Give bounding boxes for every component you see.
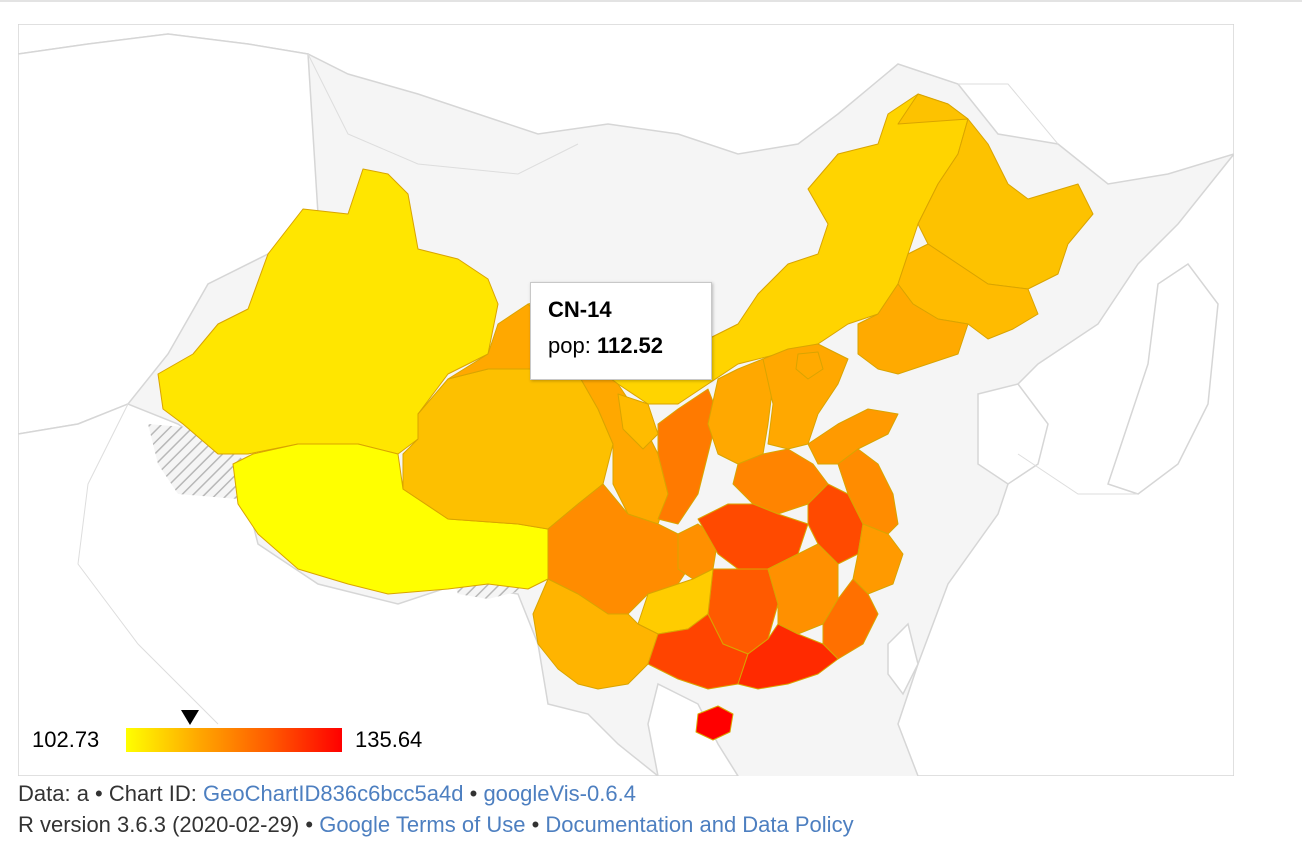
geo-chart[interactable]: [18, 24, 1234, 776]
province-shaanxi: [657, 388, 719, 525]
tooltip-value: 112.52: [596, 333, 664, 358]
province-fujian: [822, 578, 879, 660]
province-guangdong: [737, 623, 839, 690]
province-beijing: [795, 351, 824, 380]
legend-gradient-bar: [126, 728, 342, 752]
province-ningxia: [617, 393, 659, 450]
province-hebei: [762, 343, 849, 450]
province-jiangsu: [837, 448, 899, 535]
legend-min-label: 102.73: [32, 727, 100, 752]
footer-separator: •: [525, 812, 546, 837]
tooltip-label: pop:: [548, 333, 591, 358]
footer-data-prefix: Data: a • Chart ID:: [18, 781, 203, 806]
province-xinjiang: [157, 168, 499, 455]
chart-footer: Data: a • Chart ID: GeoChartID836c6bcc5a…: [18, 778, 854, 840]
china-provinces[interactable]: [157, 93, 1094, 741]
province-shandong: [807, 408, 899, 465]
province-liaoning: [857, 283, 969, 375]
color-legend: 102.73 135.64: [30, 705, 450, 755]
province-heilongjiang: [897, 93, 1094, 290]
chart-id-link[interactable]: GeoChartID836c6bcc5a4d: [203, 781, 464, 806]
map-borders: [77, 53, 1138, 725]
tooltip-title: CN-14: [548, 297, 612, 322]
legend-max-label: 135.64: [355, 727, 423, 752]
province-hubei: [697, 503, 809, 570]
terms-of-use-link[interactable]: Google Terms of Use: [319, 812, 526, 837]
package-version-link[interactable]: googleVis-0.6.4: [483, 781, 636, 806]
china-map[interactable]: [18, 24, 1234, 776]
footer-line-1: Data: a • Chart ID: GeoChartID836c6bcc5a…: [18, 778, 854, 809]
top-divider: [0, 0, 1302, 2]
province-shanxi: [707, 358, 774, 465]
neighbour-countries: [18, 24, 1234, 776]
footer-separator: •: [463, 781, 484, 806]
footer-line-2: R version 3.6.3 (2020-02-29) • Google Te…: [18, 809, 854, 840]
data-policy-link[interactable]: Documentation and Data Policy: [545, 812, 854, 837]
tooltip: CN-14 pop: 112.52: [530, 282, 712, 380]
legend-marker-icon: [181, 710, 200, 725]
footer-r-version: R version 3.6.3 (2020-02-29) •: [18, 812, 320, 837]
province-hainan: [695, 705, 734, 741]
tooltip-row: pop: 112.52: [548, 333, 711, 359]
